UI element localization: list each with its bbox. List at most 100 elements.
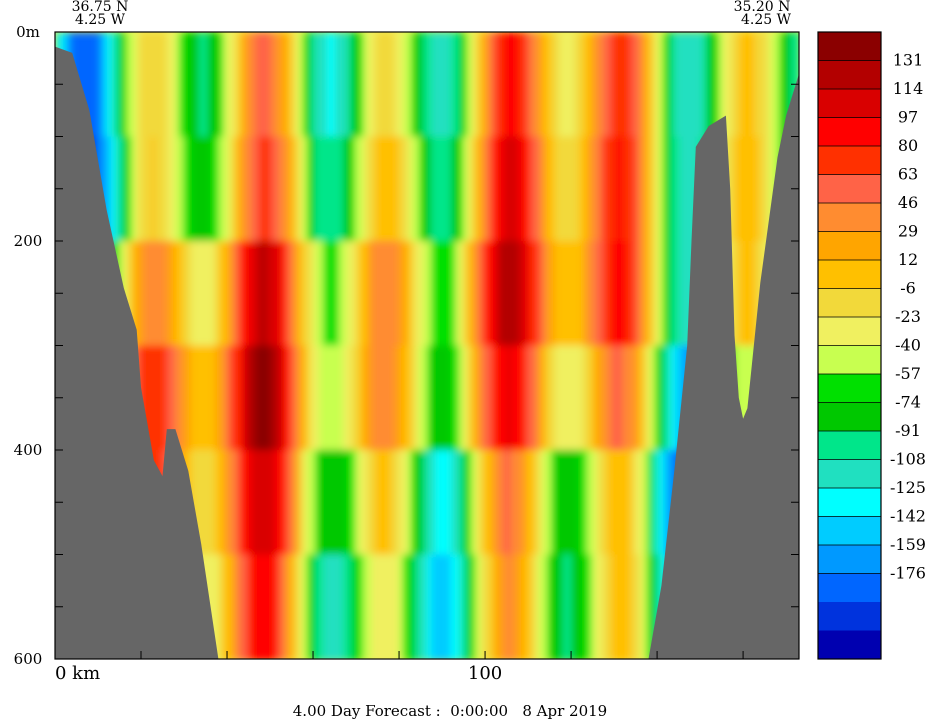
field-cell — [427, 345, 432, 452]
field-cell — [303, 241, 308, 348]
field-cell — [391, 450, 396, 557]
colorbar-swatch — [818, 231, 881, 261]
field-cell — [107, 32, 112, 139]
field-cell — [375, 32, 380, 139]
field-cell — [567, 554, 572, 659]
field-cell — [391, 554, 396, 659]
field-cell — [615, 32, 620, 139]
field-cell — [599, 450, 604, 557]
field-cell — [211, 241, 216, 348]
field-cell — [299, 241, 304, 348]
field-cell — [371, 450, 376, 557]
field-cell — [499, 136, 504, 243]
field-cell — [579, 136, 584, 243]
field-cell — [531, 32, 536, 139]
field-cell — [427, 554, 432, 659]
colorbar-swatch — [818, 545, 881, 574]
field-cell — [571, 345, 576, 452]
field-cell — [543, 136, 548, 243]
field-cell — [659, 345, 664, 452]
field-cell — [383, 241, 388, 348]
field-cell — [763, 136, 768, 243]
field-cell — [479, 554, 484, 659]
field-cell — [551, 32, 556, 139]
field-cell — [271, 554, 276, 659]
field-cell — [335, 345, 340, 452]
field-cell — [319, 554, 324, 659]
field-cell — [235, 241, 240, 348]
field-cell — [503, 345, 508, 452]
field-cell — [471, 554, 476, 659]
field-cell — [423, 554, 428, 659]
field-cell — [395, 554, 400, 659]
field-cell — [407, 32, 412, 139]
field-cell — [343, 450, 348, 557]
field-cell — [151, 32, 156, 139]
colorbar-label: -57 — [895, 364, 921, 383]
field-cell — [319, 241, 324, 348]
field-cell — [563, 554, 568, 659]
field-cell — [303, 554, 308, 659]
field-cell — [251, 32, 256, 139]
field-cell — [379, 32, 384, 139]
field-cell — [647, 345, 652, 452]
field-cell — [715, 32, 720, 139]
field-cell — [659, 450, 664, 557]
field-cell — [99, 32, 104, 139]
field-cell — [491, 241, 496, 348]
field-cell — [319, 136, 324, 243]
field-cell — [539, 450, 544, 557]
field-cell — [243, 450, 248, 557]
field-cell — [411, 241, 416, 348]
colorbar-swatch — [818, 630, 881, 660]
field-cell — [327, 241, 332, 348]
field-cell — [479, 241, 484, 348]
field-cell — [535, 450, 540, 557]
field-cell — [283, 554, 288, 659]
field-cell — [519, 241, 524, 348]
field-cell — [379, 345, 384, 452]
field-cell — [563, 241, 568, 348]
field-cell — [767, 136, 772, 243]
field-cell — [527, 450, 532, 557]
field-cell — [127, 136, 132, 243]
field-cell — [515, 345, 520, 452]
field-cell — [507, 32, 512, 139]
field-cell — [627, 241, 632, 348]
field-cell — [483, 136, 488, 243]
field-cell — [511, 32, 516, 139]
field-cell — [291, 136, 296, 243]
field-cell — [243, 136, 248, 243]
field-cell — [563, 450, 568, 557]
field-cell — [255, 136, 260, 243]
field-cell — [619, 241, 624, 348]
field-cell — [247, 136, 252, 243]
field-cell — [747, 32, 752, 139]
field-cell — [563, 136, 568, 243]
field-cell — [215, 345, 220, 452]
field-cell — [327, 554, 332, 659]
field-cell — [587, 241, 592, 348]
field-cell — [235, 345, 240, 452]
field-cell — [251, 241, 256, 348]
field-cell — [527, 32, 532, 139]
field-cell — [231, 32, 236, 139]
field-cell — [563, 345, 568, 452]
field-cell — [739, 32, 744, 139]
field-cell — [579, 241, 584, 348]
field-cell — [471, 345, 476, 452]
field-cell — [579, 345, 584, 452]
field-cell — [327, 450, 332, 557]
field-cell — [631, 450, 636, 557]
field-cell — [595, 450, 600, 557]
colorbar-label: 80 — [898, 136, 918, 155]
field-cell — [395, 32, 400, 139]
field-cell — [367, 32, 372, 139]
field-cell — [675, 32, 680, 139]
colorbar-label: -142 — [890, 507, 926, 526]
left-seabed-topography — [55, 46, 219, 659]
field-cell — [255, 345, 260, 452]
field-cell — [483, 345, 488, 452]
field-cell — [643, 345, 648, 452]
field-cell — [275, 241, 280, 348]
